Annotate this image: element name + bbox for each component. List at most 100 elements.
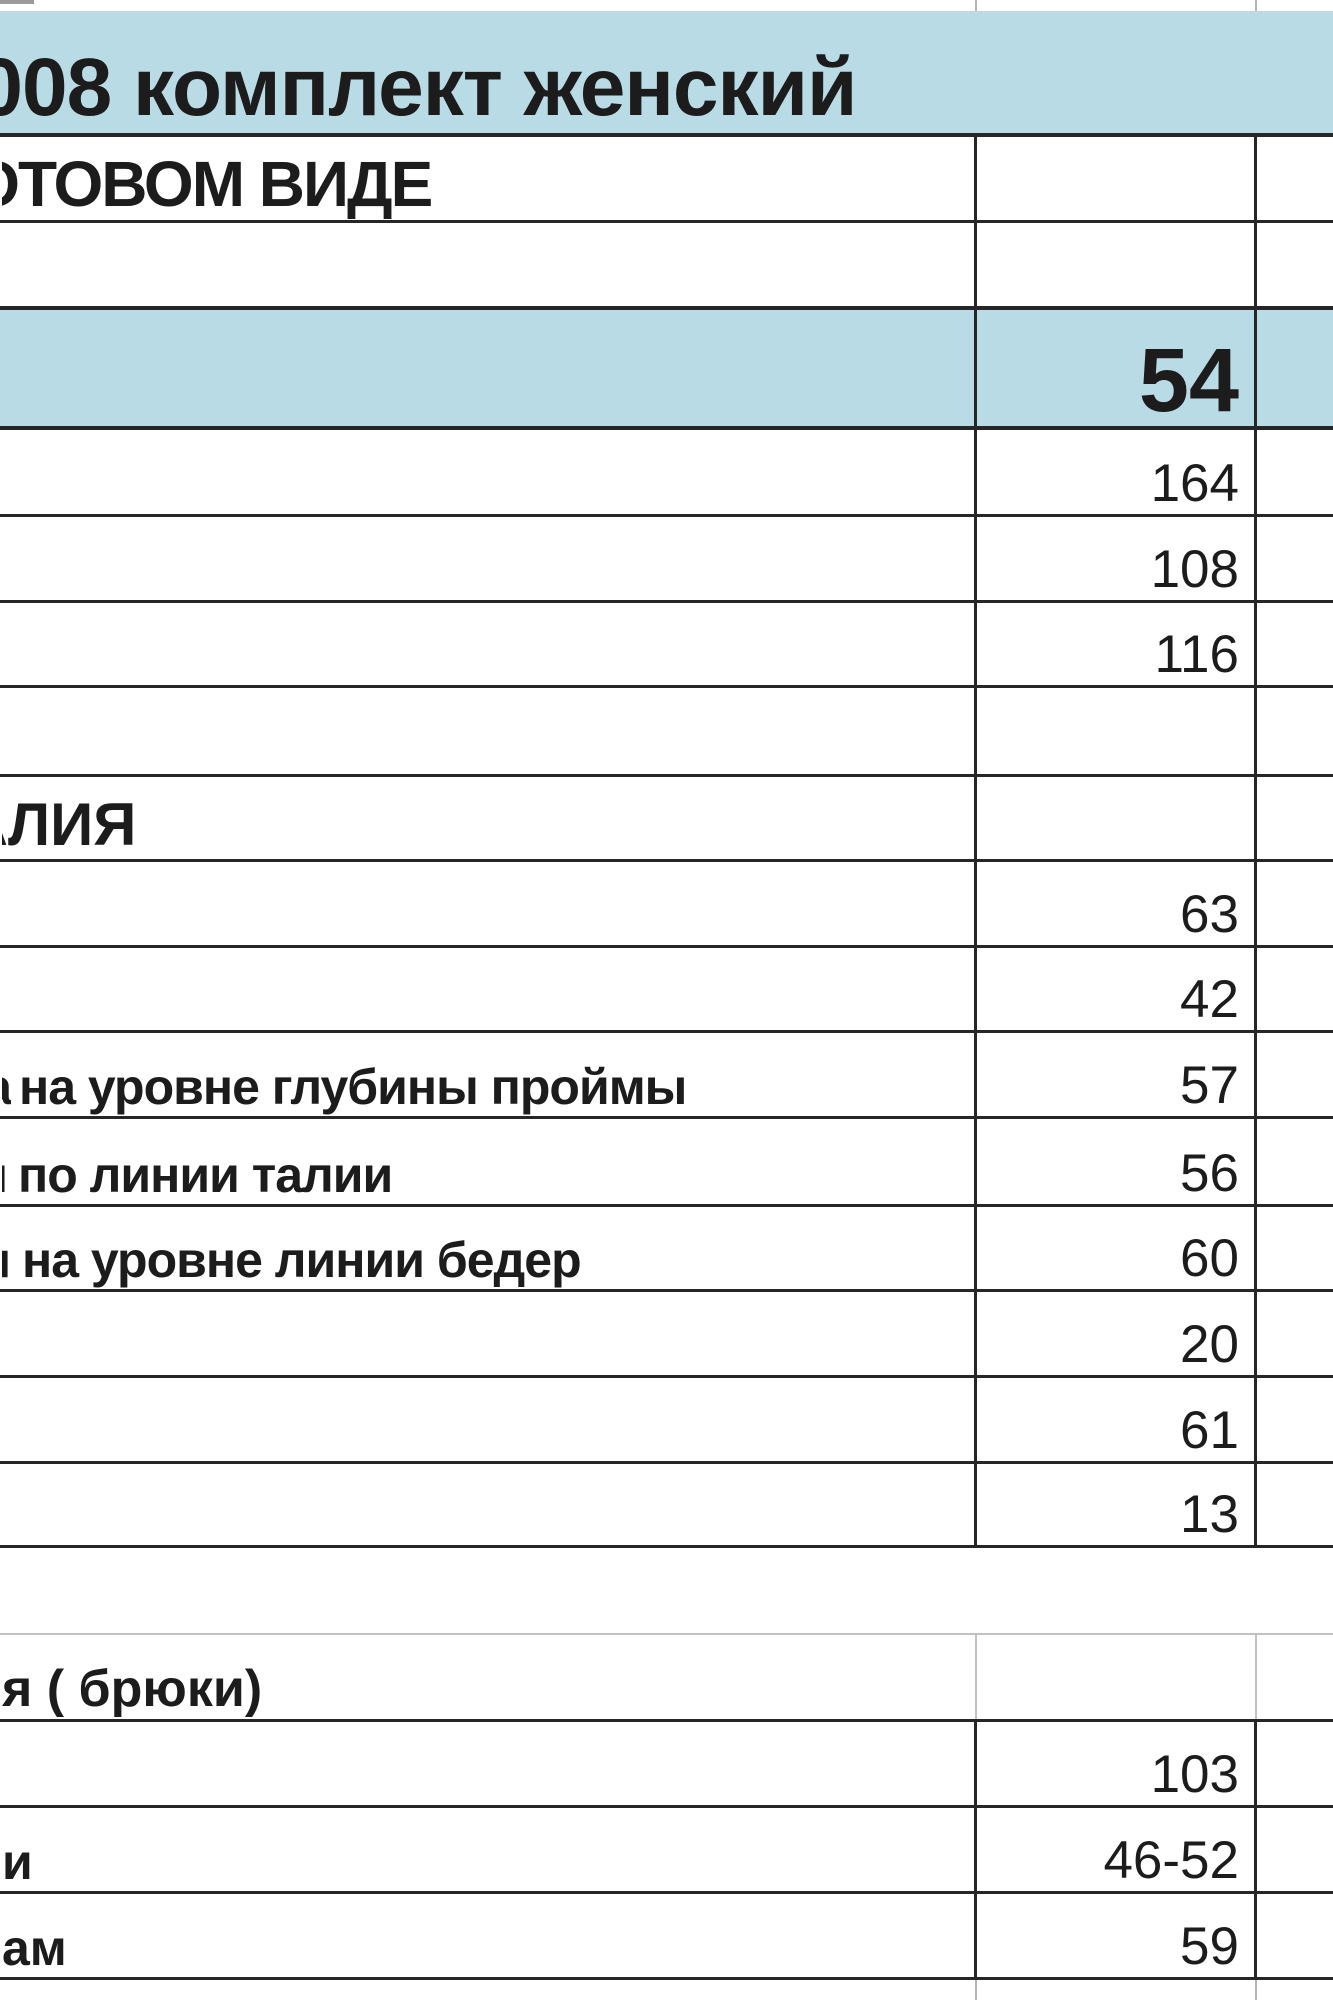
value-cell [977, 688, 1257, 774]
extra-cell [1257, 1635, 1333, 1719]
value-cell: 57 [977, 1033, 1257, 1116]
row-116: 116 [0, 603, 1333, 688]
value-text: 20 [1180, 1315, 1239, 1374]
extra-cell [1257, 777, 1333, 859]
value-cell: 164 [977, 430, 1257, 514]
clipped-glyph: А [2, 795, 8, 855]
row-103: 103 [0, 1722, 1333, 1808]
value-cell [977, 137, 1257, 220]
value-cell: 20 [977, 1292, 1257, 1375]
extra-cell [1257, 0, 1333, 11]
value-cell: 56 [977, 1119, 1257, 1204]
label-cell [0, 223, 977, 306]
label-cell: ипо линии талии [0, 1119, 977, 1204]
value-text: 59 [1180, 1917, 1239, 1976]
label-text: и [2, 1834, 33, 1890]
row-waist-line-56: ипо линии талии 56 [0, 1119, 1333, 1207]
value-text: 61 [1180, 1401, 1239, 1460]
value-cell [977, 0, 1257, 11]
value-cell: 116 [977, 603, 1257, 685]
value-cell [977, 223, 1257, 306]
extra-cell [1257, 1207, 1333, 1289]
extra-cell [1257, 1464, 1333, 1545]
label-cell [0, 0, 977, 11]
label-cell [0, 1548, 977, 1633]
value-cell: 59 [977, 1894, 1257, 1977]
title-text: 08 комплект женский [22, 42, 857, 133]
clipped-glyph: я [2, 1235, 10, 1285]
clipped-glyph: О [2, 152, 18, 216]
row-gotovom-vide: ОТОВОМ ВИДЕ [0, 137, 1333, 223]
clipped-glyph: а [2, 1062, 11, 1112]
label-cell: я ( брюки) [0, 1635, 977, 1719]
extra-cell [1257, 1894, 1333, 1977]
value-cell: 61 [977, 1378, 1257, 1461]
value-text: 103 [1150, 1745, 1239, 1804]
value-text: 116 [1154, 625, 1240, 684]
row-armhole-depth-57: ана уровне глубины проймы 57 [0, 1033, 1333, 1119]
value-text: 108 [1150, 540, 1239, 599]
value-cell: 63 [977, 862, 1257, 945]
label-cell [0, 517, 977, 600]
row-13: 13 [0, 1464, 1333, 1548]
page-title: 008 комплект женский [0, 12, 1333, 133]
label-text: я ( брюки) [2, 1660, 263, 1718]
value-text: 164 [1150, 454, 1239, 513]
extra-cell [1257, 430, 1333, 514]
label-text: по линии талии [18, 1147, 393, 1203]
extra-cell [1257, 688, 1333, 774]
label-cell: ОТОВОМ ВИДЕ [0, 137, 977, 220]
label-cell [0, 1378, 977, 1461]
title-row: 008 комплект женский [0, 12, 1333, 137]
row-section-liya: АЛИЯ [0, 777, 1333, 862]
label-text: ЛИЯ [8, 791, 137, 858]
extra-cell [1257, 223, 1333, 306]
row-59: ам 59 [0, 1894, 1333, 1980]
row-164: 164 [0, 430, 1333, 517]
extra-cell [1257, 1292, 1333, 1375]
value-cell [977, 1980, 1257, 2000]
label-cell: АЛИЯ [0, 777, 977, 859]
label-cell [0, 862, 977, 945]
row-20: 20 [0, 1292, 1333, 1378]
value-text: 57 [1180, 1056, 1239, 1115]
extra-cell [1257, 1722, 1333, 1805]
clipped-glyph: и [2, 1150, 7, 1200]
artifact-mark [0, 0, 34, 4]
row-61: 61 [0, 1378, 1333, 1464]
row-section-trousers: я ( брюки) [0, 1635, 1333, 1722]
label-cell: ам [0, 1894, 977, 1977]
label-cell: ана уровне глубины проймы [0, 1033, 977, 1116]
value-cell: 103 [977, 1722, 1257, 1805]
empty-row [0, 223, 1333, 310]
extra-cell [1257, 137, 1333, 220]
label-cell [0, 310, 977, 426]
partial-top-row [0, 0, 1333, 12]
value-cell: 46-52 [977, 1808, 1257, 1891]
label-cell: яна уровне линии бедер [0, 1207, 977, 1289]
row-size-54: 54 [0, 310, 1333, 430]
row-hip-line-60: яна уровне линии бедер 60 [0, 1207, 1333, 1292]
value-text: 42 [1180, 970, 1239, 1029]
value-cell: 42 [977, 948, 1257, 1030]
row-46-52: и 46-52 [0, 1808, 1333, 1894]
value-text: 60 [1180, 1229, 1239, 1288]
value-cell [977, 1548, 1257, 1633]
value-text: 54 [1138, 331, 1239, 426]
label-cell: и [0, 1808, 977, 1891]
extra-cell [1257, 310, 1333, 426]
extra-cell [1257, 1548, 1333, 1633]
row-63: 63 [0, 862, 1333, 948]
label-text: на уровне линии бедер [22, 1232, 582, 1288]
spacer-row [0, 1548, 1333, 1635]
label-cell [0, 1464, 977, 1545]
empty-row [0, 688, 1333, 777]
label-cell [0, 1722, 977, 1805]
row-42: 42 [0, 948, 1333, 1033]
extra-cell [1257, 1033, 1333, 1116]
extra-cell [1257, 1980, 1333, 2000]
value-cell: 60 [977, 1207, 1257, 1289]
extra-cell [1257, 1119, 1333, 1204]
value-text: 56 [1180, 1144, 1239, 1203]
